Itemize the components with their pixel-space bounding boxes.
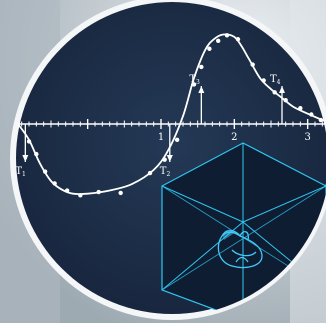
marker-t4: T4 xyxy=(270,74,285,124)
data-point xyxy=(52,181,57,186)
data-point xyxy=(250,62,255,67)
t-markers: T1 T2 T3 T4 xyxy=(15,74,285,178)
data-point xyxy=(298,105,303,111)
data-point xyxy=(191,82,197,87)
marker-arrow xyxy=(166,155,173,163)
marker-arrow xyxy=(22,155,29,163)
data-point xyxy=(118,190,123,196)
data-point xyxy=(235,37,241,42)
data-point xyxy=(224,33,230,38)
data-point xyxy=(96,189,101,195)
data-point xyxy=(318,117,324,123)
data-point xyxy=(64,188,70,193)
data-point xyxy=(78,193,83,198)
data-point xyxy=(272,90,277,95)
x-tick-label: 3 xyxy=(304,132,310,143)
x-tick-labels: 1 2 3 xyxy=(158,132,311,143)
x-tick-marks xyxy=(21,119,323,129)
data-point xyxy=(207,46,212,51)
x-tick-label: 1 xyxy=(158,132,164,143)
data-point xyxy=(26,139,32,144)
marker-label: T1 xyxy=(15,166,25,178)
marker-t3: T3 xyxy=(189,74,205,124)
data-point xyxy=(174,137,180,143)
data-point xyxy=(34,151,39,157)
marker-arrow xyxy=(198,85,205,93)
cube-edge xyxy=(161,185,244,223)
marker-label: T2 xyxy=(160,166,171,178)
data-point xyxy=(283,98,288,103)
data-point xyxy=(147,170,153,176)
data-point xyxy=(261,78,266,83)
data-point xyxy=(309,112,314,117)
data-point xyxy=(42,169,48,174)
marker-t1: T1 xyxy=(15,124,29,178)
data-point xyxy=(216,38,221,44)
heart-icon xyxy=(217,229,263,269)
marker-label: T4 xyxy=(270,74,281,86)
marker-t2: T2 xyxy=(160,124,173,178)
x-tick-label: 2 xyxy=(231,132,237,143)
marker-label: T3 xyxy=(189,74,200,86)
data-points xyxy=(26,33,324,198)
cube-edge xyxy=(242,185,326,223)
data-point xyxy=(199,64,204,70)
data-point xyxy=(162,157,167,162)
series-line xyxy=(17,33,326,196)
marker-arrow xyxy=(279,85,285,93)
